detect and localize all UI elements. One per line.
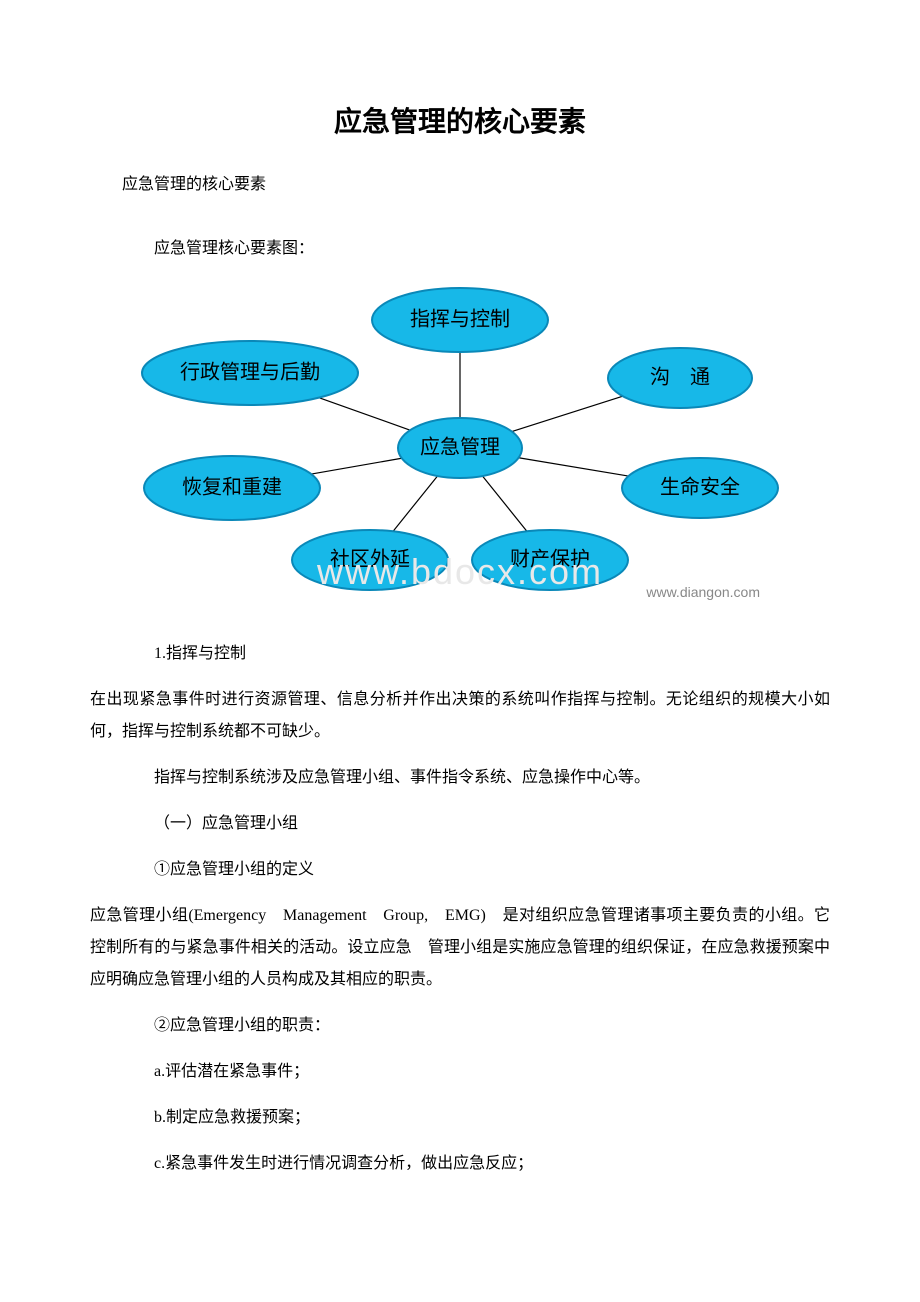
- diagram-edge: [393, 476, 437, 531]
- subtitle: 应急管理的核心要素: [90, 170, 830, 194]
- diagram-container: www.bdocx.com 指挥与控制沟 通生命安全财产保护社区外延恢复和重建行…: [140, 278, 780, 608]
- diagram-edge: [519, 458, 629, 476]
- diagram-edge: [311, 458, 401, 474]
- diagram-node-label: 行政管理与后勤: [180, 361, 320, 384]
- diagram-node-label: 指挥与控制: [410, 308, 510, 331]
- diagram-edge: [512, 396, 623, 431]
- watermark-center: www.bdocx.com: [317, 551, 603, 593]
- paragraph: a.评估潜在紧急事件；: [90, 1056, 830, 1088]
- paragraph: ①应急管理小组的定义: [90, 854, 830, 886]
- diagram-section-label: 应急管理核心要素图：: [90, 234, 830, 258]
- diagram-node-label: 沟 通: [650, 366, 710, 389]
- diagram-nodes: 指挥与控制沟 通生命安全财产保护社区外延恢复和重建行政管理与后勤应急管理: [142, 288, 778, 590]
- diagram-node-label: 恢复和重建: [182, 476, 282, 499]
- body-text: 1.指挥与控制在出现紧急事件时进行资源管理、信息分析并作出决策的系统叫作指挥与控…: [90, 638, 830, 1180]
- paragraph: （一）应急管理小组: [90, 808, 830, 840]
- diagram-node-label: 应急管理: [420, 436, 500, 459]
- paragraph: ②应急管理小组的职责：: [90, 1010, 830, 1042]
- diagram-node-label: 生命安全: [660, 476, 740, 499]
- paragraph: 在出现紧急事件时进行资源管理、信息分析并作出决策的系统叫作指挥与控制。无论组织的…: [90, 684, 830, 748]
- watermark-bottom: www.diangon.com: [646, 584, 760, 600]
- paragraph: 应急管理小组(Emergency Management Group, EMG) …: [90, 900, 830, 996]
- diagram-edge: [319, 398, 410, 431]
- paragraph: c.紧急事件发生时进行情况调查分析，做出应急反应；: [90, 1148, 830, 1180]
- page-title: 应急管理的核心要素: [90, 100, 830, 140]
- paragraph: b.制定应急救援预案；: [90, 1102, 830, 1134]
- paragraph: 指挥与控制系统涉及应急管理小组、事件指令系统、应急操作中心等。: [90, 762, 830, 794]
- paragraph: 1.指挥与控制: [90, 638, 830, 670]
- diagram-edge: [482, 476, 526, 531]
